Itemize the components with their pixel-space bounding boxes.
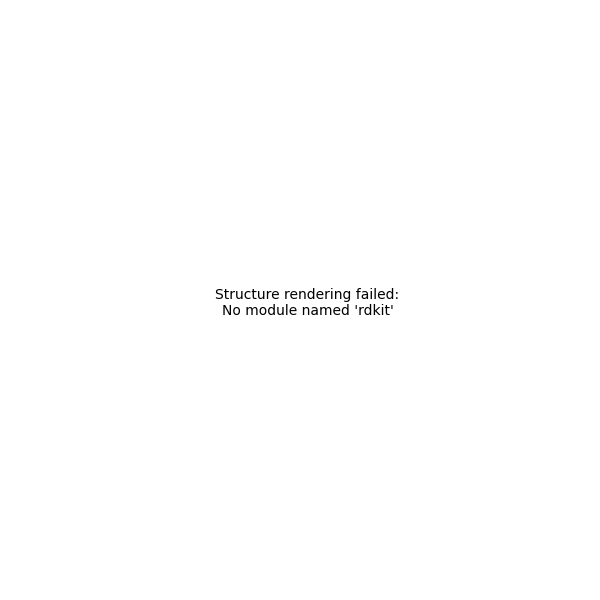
Text: Structure rendering failed:
No module named 'rdkit': Structure rendering failed: No module na… (215, 288, 400, 318)
